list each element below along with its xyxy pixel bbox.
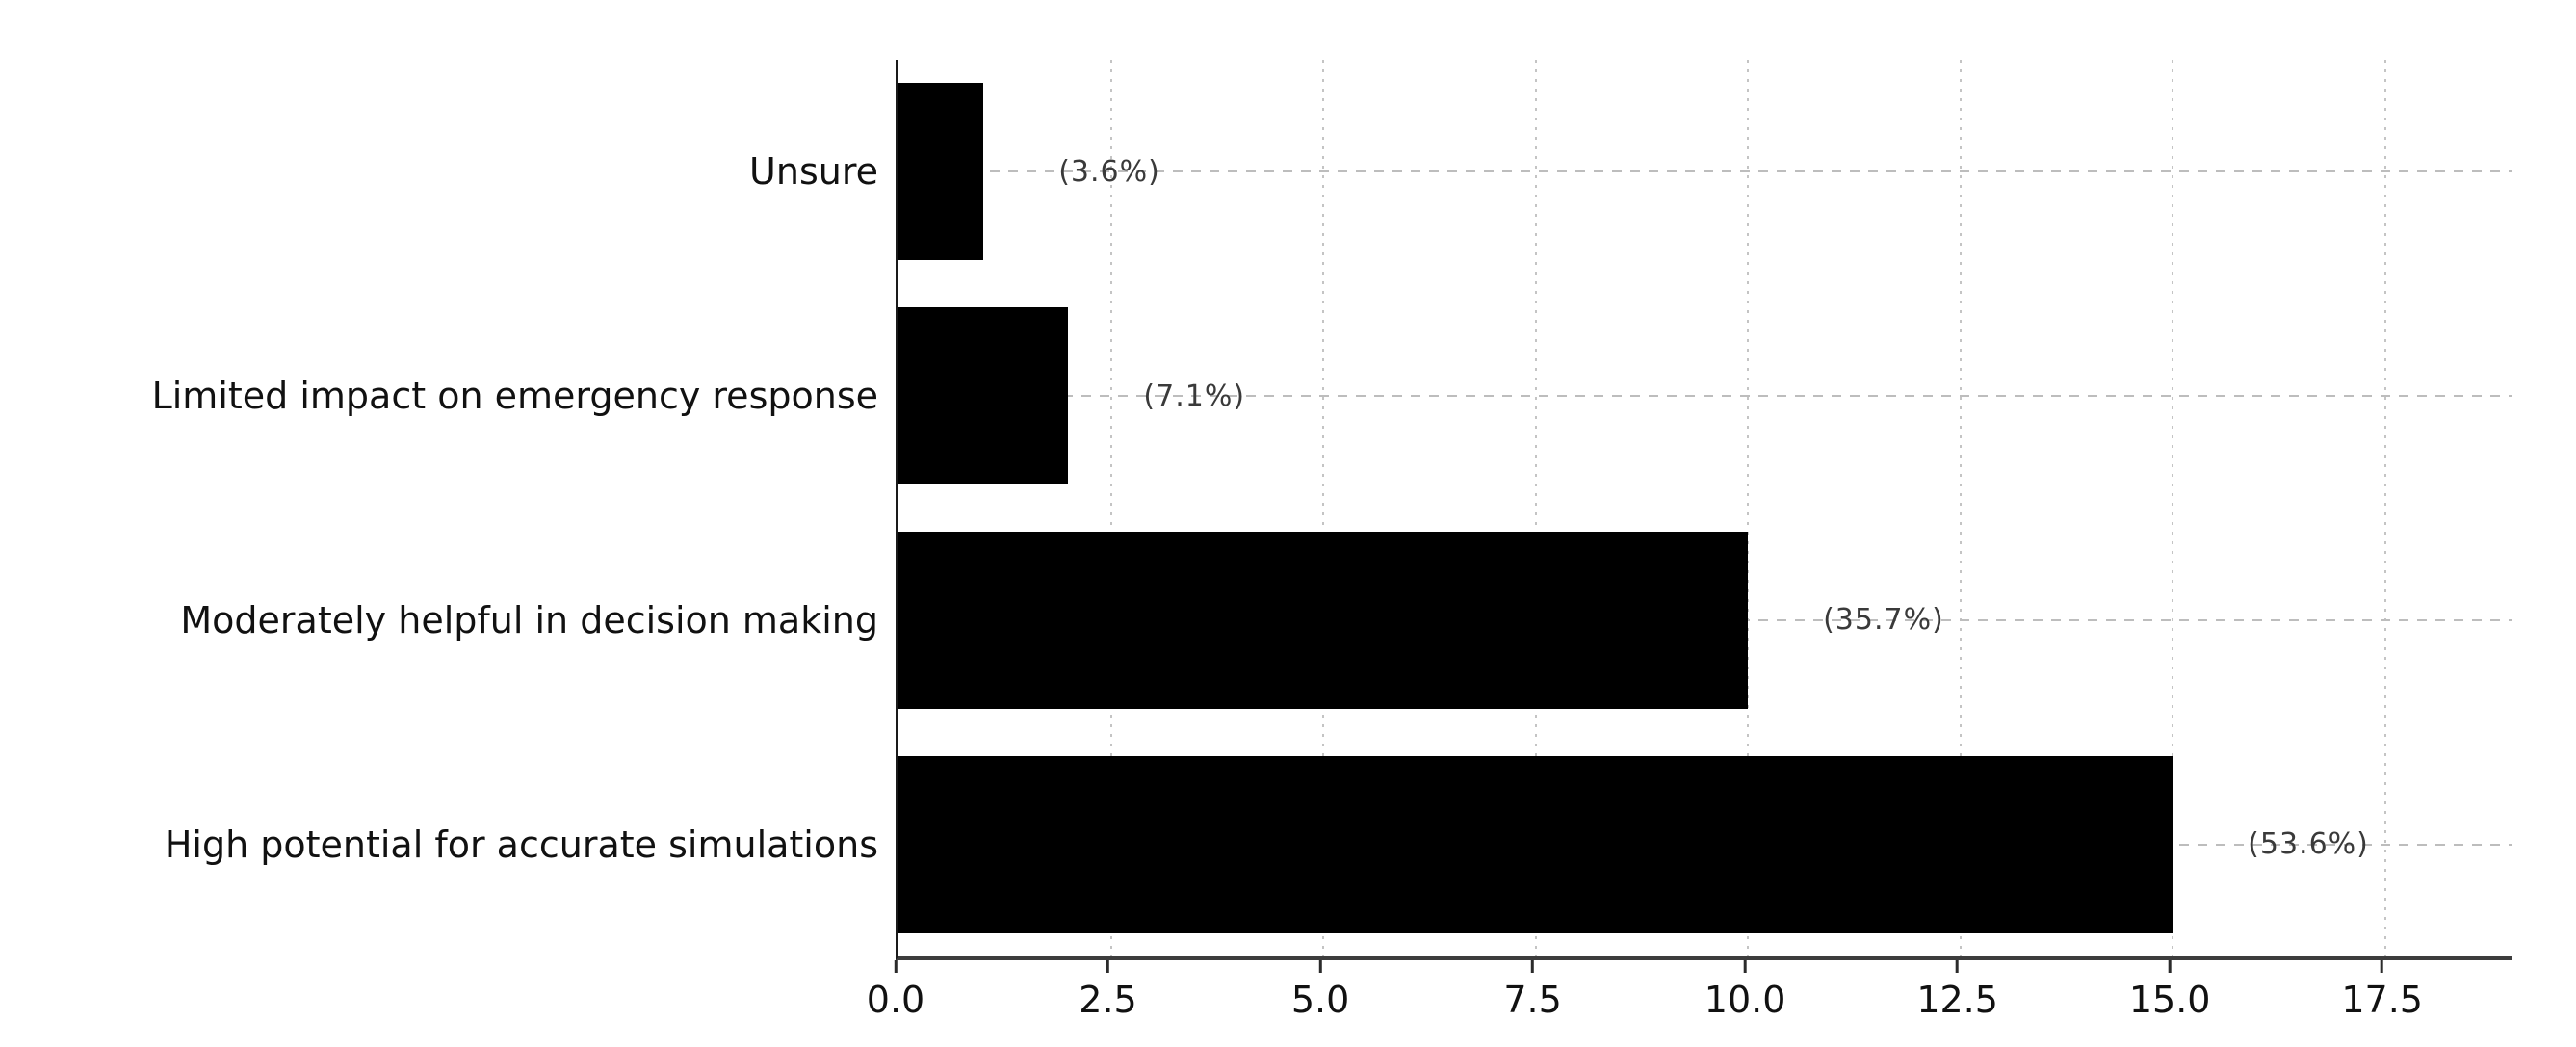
y-label-row: Limited impact on emergency response — [0, 284, 878, 509]
vertical-gridline — [1747, 60, 1750, 956]
x-axis-tick-mark — [1531, 960, 1535, 973]
bar-value-label: (7.1%) — [1143, 379, 1246, 413]
vertical-gridline — [2172, 60, 2174, 956]
bar-row: (35.7%) — [898, 509, 2512, 733]
y-label-row: High potential for accurate simulations — [0, 732, 878, 956]
horizontal-gridline — [898, 395, 2512, 398]
x-axis-tick-label: 7.5 — [1503, 979, 1562, 1021]
vertical-gridline — [2383, 60, 2386, 956]
y-axis-category-label: High potential for accurate simulations — [164, 823, 878, 866]
bar-rows: (3.6%) (7.1%) (35.7%) (53.6%) — [898, 60, 2512, 956]
horizontal-gridline — [898, 170, 2512, 173]
bar-value-label: (53.6%) — [2248, 827, 2369, 862]
vertical-gridline — [1534, 60, 1537, 956]
plot-area: (3.6%) (7.1%) (35.7%) (53.6%) — [896, 60, 2512, 960]
x-axis-tick: 2.5 — [1079, 960, 1137, 1021]
bar-value-label: (35.7%) — [1823, 603, 1944, 638]
x-axis-tick: 0.0 — [867, 960, 924, 1021]
x-axis-tick-label: 0.0 — [866, 979, 925, 1021]
x-axis-tick-mark — [1318, 960, 1322, 973]
y-label-row: Moderately helpful in decision making — [0, 509, 878, 733]
vertical-gridline — [1959, 60, 1962, 956]
x-axis-tick: 7.5 — [1503, 960, 1562, 1021]
vertical-gridlines — [898, 60, 2512, 956]
x-axis-tick: 17.5 — [2341, 960, 2423, 1021]
y-axis-category-label: Limited impact on emergency response — [151, 375, 878, 418]
x-axis-tick: 5.0 — [1291, 960, 1349, 1021]
bar-value-label: (3.6%) — [1058, 154, 1160, 189]
bar-row: (3.6%) — [898, 60, 2512, 284]
bar — [898, 755, 2173, 933]
bar-row: (53.6%) — [898, 732, 2512, 956]
bar — [898, 83, 984, 261]
vertical-gridline — [1109, 60, 1112, 956]
y-axis-category-label: Moderately helpful in decision making — [180, 598, 878, 641]
bar — [898, 307, 1069, 485]
x-axis: 0.0 2.5 5.0 7.5 10.0 12.5 15.0 17.5 — [867, 960, 2510, 1037]
x-axis-tick-label: 5.0 — [1290, 979, 1350, 1021]
x-axis-tick-label: 12.5 — [1916, 979, 1998, 1021]
y-label-row: Unsure — [0, 60, 878, 284]
y-axis-category-label: Unsure — [749, 150, 878, 194]
x-axis-tick-label: 10.0 — [1704, 979, 1786, 1021]
vertical-gridline — [1322, 60, 1325, 956]
x-axis-tick-mark — [1956, 960, 1960, 973]
x-axis-tick-mark — [2381, 960, 2384, 973]
bar — [898, 531, 1749, 709]
x-axis-tick-mark — [1743, 960, 1747, 973]
x-axis-tick-label: 17.5 — [2341, 979, 2423, 1021]
x-axis-tick-label: 15.0 — [2128, 979, 2211, 1021]
x-axis-tick-label: 2.5 — [1079, 979, 1137, 1021]
x-axis-tick-mark — [894, 960, 898, 973]
x-axis-tick-mark — [1106, 960, 1110, 973]
x-axis-tick: 15.0 — [2128, 960, 2211, 1021]
x-axis-tick-mark — [2168, 960, 2172, 973]
x-axis-tick: 12.5 — [1916, 960, 1998, 1021]
x-axis-tick: 10.0 — [1704, 960, 1786, 1021]
bar-row: (7.1%) — [898, 284, 2512, 509]
y-axis-labels: Unsure Limited impact on emergency respo… — [0, 60, 878, 956]
